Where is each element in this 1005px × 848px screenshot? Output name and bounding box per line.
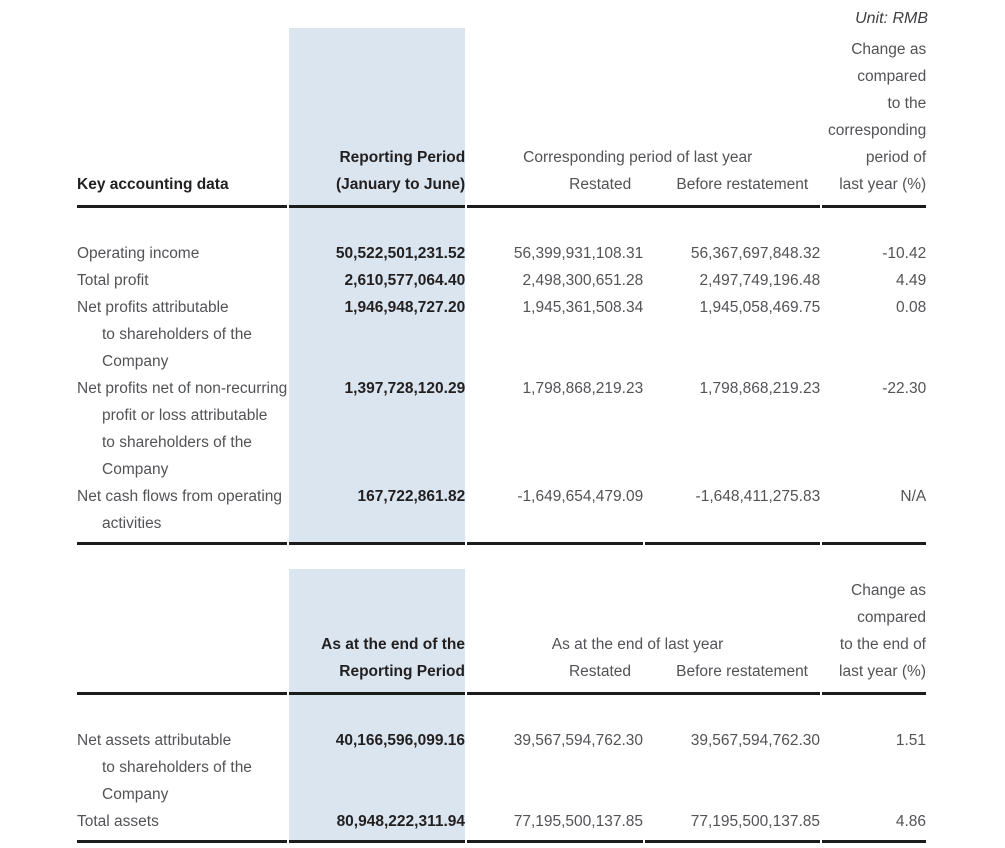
value-before-restatement: 77,195,500,137.85: [645, 808, 820, 843]
value-change: -10.42: [882, 245, 927, 262]
unit-label: Unit: RMB: [855, 10, 928, 27]
value-change: 0.08: [896, 299, 927, 316]
table1-header-row: Key accounting data Reporting Period (Ja…: [77, 28, 927, 208]
value-change: 1.51: [895, 732, 926, 749]
value-restated: 39,567,594,762.30: [513, 732, 643, 749]
row-label: Net profits attributable to shareholders…: [77, 299, 252, 370]
value-restated: 2,498,300,651.28: [522, 272, 644, 289]
value-reporting-period: 50,522,501,231.52: [289, 208, 466, 267]
value-before-restatement: 56,367,697,848.32: [690, 245, 821, 262]
value-before-restatement: 39,567,594,762.30: [690, 732, 820, 749]
row-label: Net profits net of non-recurring profit …: [77, 380, 288, 478]
key-accounting-table: Key accounting data Reporting Period (Ja…: [75, 28, 928, 545]
value-before-restatement: 1,945,058,469.75: [699, 299, 821, 316]
reporting-period-line1: Reporting Period: [339, 149, 466, 166]
table-row: Total assets 80,948,222,311.94 77,195,50…: [77, 808, 926, 843]
table-row: Net assets attributable to shareholders …: [77, 695, 926, 808]
col-header-before-restatement: Before restatement: [676, 176, 809, 193]
row-label: Net assets attributable to shareholders …: [77, 732, 252, 803]
value-reporting-period: 1,946,948,727.20: [289, 294, 466, 375]
value-before-restatement: 2,497,749,196.48: [699, 272, 821, 289]
sub-header-row: Restated Before restatement: [467, 171, 820, 198]
col-header-end-of-reporting-period: As at the end of the Reporting Period: [289, 569, 465, 695]
col-header-restated: Restated: [569, 176, 632, 193]
value-reporting-period: 2,610,577,064.40: [289, 267, 466, 294]
group-header-label: As at the end of last year: [551, 636, 724, 653]
value-restated: 77,195,500,137.85: [467, 808, 643, 843]
group-header-label: Corresponding period of last year: [523, 149, 753, 166]
value-change: 4.49: [896, 272, 927, 289]
table-row: Net profits net of non-recurring profit …: [77, 375, 926, 483]
value-reporting-period: 1,397,728,120.29: [289, 375, 466, 483]
value-end-of-reporting-period: 40,166,596,099.16: [289, 695, 465, 808]
end-of-period-line1: As at the end of the: [321, 636, 465, 653]
row-label: Total profit: [77, 272, 149, 289]
table-row: Net cash flows from operating activities…: [77, 483, 927, 545]
value-restated: 1,945,361,508.34: [522, 299, 644, 316]
value-reporting-period: 167,722,861.82: [289, 483, 466, 545]
row-label: Total assets: [77, 808, 287, 843]
value-before-restatement: -1,648,411,275.83: [645, 483, 821, 545]
row-label: Operating income: [77, 245, 200, 262]
sub-header-row: Restated Before restatement: [467, 658, 820, 685]
value-before-restatement: 1,798,868,219.23: [699, 380, 821, 397]
col-header-empty: [77, 569, 287, 695]
col-header-change: Change as compared to the end of last ye…: [822, 569, 926, 695]
col-header-before-restatement: Before restatement: [676, 663, 808, 680]
table-row: Net profits attributable to shareholders…: [77, 294, 926, 375]
col-header-corresponding-period-group: Corresponding period of last year Restat…: [467, 28, 821, 208]
col-header-restated: Restated: [568, 663, 631, 680]
value-change: N/A: [822, 483, 927, 545]
row-label: Net cash flows from operating activities: [77, 483, 288, 545]
col-header-end-of-last-year-group: As at the end of last year Restated Befo…: [467, 569, 820, 695]
table2-header-row: As at the end of the Reporting Period As…: [77, 569, 926, 695]
value-end-of-reporting-period: 80,948,222,311.94: [289, 808, 465, 843]
col-header-key-accounting-data: Key accounting data: [77, 28, 288, 208]
value-restated: 1,798,868,219.23: [522, 380, 644, 397]
col-header-change: Change as compared to the corresponding …: [822, 28, 927, 208]
balance-sheet-table: As at the end of the Reporting Period As…: [75, 569, 928, 843]
value-change: -22.30: [882, 380, 927, 397]
value-restated: -1,649,654,479.09: [467, 483, 644, 545]
reporting-period-line2: (January to June): [336, 176, 466, 193]
value-restated: 56,399,931,108.31: [513, 245, 644, 262]
end-of-period-line2: Reporting Period: [339, 663, 465, 680]
table-row: Total profit 2,610,577,064.40 2,498,300,…: [77, 267, 926, 294]
col-header-reporting-period: Reporting Period (January to June): [289, 28, 466, 208]
table-row: Operating income 50,522,501,231.52 56,39…: [77, 208, 926, 267]
value-change: 4.86: [822, 808, 926, 843]
